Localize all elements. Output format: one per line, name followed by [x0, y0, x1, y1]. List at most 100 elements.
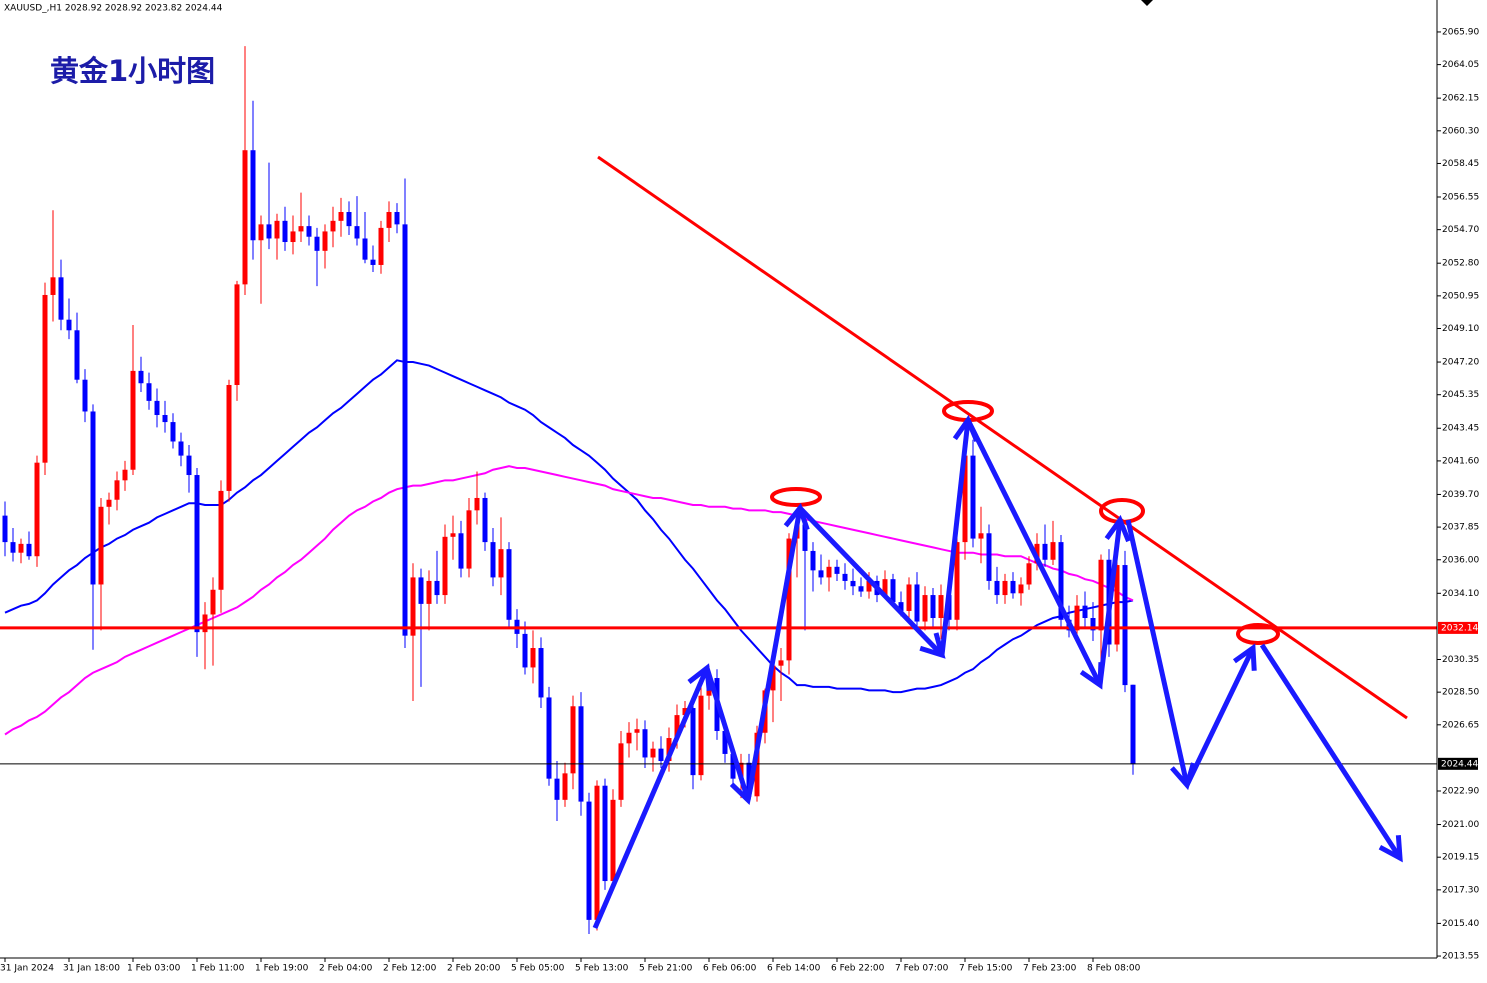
candle-body: [770, 665, 776, 691]
y-tick-label: 2037.85: [1442, 523, 1479, 533]
candle-body: [562, 773, 568, 800]
candle-body: [1050, 542, 1056, 560]
candle-body: [426, 580, 432, 604]
candle-body: [18, 543, 24, 553]
candle-body: [650, 748, 656, 758]
level-label-box: [1438, 757, 1478, 770]
x-tick-label: 5 Feb 13:00: [575, 964, 629, 974]
candle-body: [362, 238, 368, 260]
arrow: [1125, 519, 1196, 791]
y-tick-label: 2026.65: [1442, 720, 1479, 730]
y-tick-label: 2013.55: [1442, 952, 1479, 962]
x-tick-label: 2 Feb 04:00: [319, 964, 373, 974]
y-tick-label: 2015.40: [1442, 919, 1479, 929]
arrow: [1097, 514, 1131, 686]
x-tick-label: 7 Feb 23:00: [1023, 964, 1077, 974]
trend-line: [597, 155, 1408, 720]
candle-body: [346, 212, 352, 227]
candle-body: [890, 579, 896, 603]
circle-marker: [1236, 623, 1280, 645]
candle-body: [914, 584, 920, 622]
candle-body: [866, 580, 872, 592]
x-tick-label: 7 Feb 15:00: [959, 964, 1013, 974]
level-label: 2024.44: [1441, 759, 1478, 769]
candle-body: [834, 566, 840, 574]
candle-body: [698, 695, 704, 776]
candle-body: [666, 738, 672, 761]
y-tick-label: 2056.55: [1442, 193, 1479, 203]
candle-body: [570, 706, 576, 774]
candle-body: [306, 226, 312, 237]
y-tick-label: 2028.50: [1442, 688, 1479, 698]
candle-body: [1018, 584, 1024, 594]
candle-body: [1002, 580, 1008, 596]
y-tick-label: 2017.30: [1442, 885, 1479, 895]
candle-body: [378, 227, 384, 265]
candle-body: [354, 226, 360, 239]
annotation-title: 黄金1小时图: [50, 54, 215, 88]
candle-body: [450, 533, 456, 537]
y-tick-label: 2062.15: [1442, 94, 1479, 104]
candle-body: [194, 475, 200, 633]
y-tick-label: 2045.35: [1442, 390, 1479, 400]
x-tick-label: 7 Feb 07:00: [895, 964, 949, 974]
moving-average: [4, 359, 1134, 694]
candle-body: [122, 469, 128, 481]
candle-body: [106, 499, 112, 507]
candle-body: [26, 543, 32, 557]
candle-body: [970, 455, 976, 539]
y-tick-label: 2022.90: [1442, 787, 1479, 797]
y-tick-label: 2058.45: [1442, 159, 1479, 169]
candle-body: [282, 220, 288, 243]
arrow: [592, 663, 712, 929]
candle-body: [506, 549, 512, 620]
candle-body: [418, 577, 424, 604]
candle-body: [490, 542, 496, 578]
candle-body: [298, 226, 304, 232]
candle-body: [538, 648, 544, 698]
candle-body: [786, 538, 792, 661]
candle-body: [10, 542, 16, 553]
y-tick-label: 2036.00: [1442, 555, 1479, 565]
candle-body: [114, 480, 120, 500]
candle-body: [938, 595, 944, 619]
candle-body: [154, 400, 160, 416]
candle-body: [986, 533, 992, 581]
candle-body: [146, 383, 152, 401]
candle-body: [930, 595, 936, 619]
candle-body: [218, 490, 224, 590]
y-tick-label: 2041.60: [1442, 456, 1479, 466]
candle-body: [850, 580, 856, 587]
y-tick-label: 2034.10: [1442, 589, 1479, 599]
header: XAUUSD_,H1 2028.92 2028.92 2023.82 2024.…: [4, 4, 223, 14]
x-tick-label: 2 Feb 12:00: [383, 964, 437, 974]
arrow: [1259, 643, 1403, 863]
candle-body: [954, 542, 960, 620]
candle-body: [1082, 605, 1088, 619]
candle-body: [50, 277, 56, 295]
candle-body: [1026, 563, 1032, 585]
candle-body: [586, 801, 592, 920]
candle-body: [690, 708, 696, 776]
plot-area: [0, 46, 1437, 934]
x-tick-label: 5 Feb 21:00: [639, 964, 693, 974]
candle-body: [66, 319, 72, 331]
candle-body: [74, 330, 80, 380]
candle-body: [410, 577, 416, 636]
candle-body: [442, 536, 448, 596]
candle-body: [178, 441, 184, 456]
arrow: [965, 418, 1104, 690]
candle-body: [2, 515, 8, 543]
candle-body: [394, 212, 400, 225]
y-tick-label: 2039.70: [1442, 490, 1479, 500]
candle-body: [130, 370, 136, 470]
x-tick-label: 6 Feb 14:00: [767, 964, 821, 974]
candle-body: [98, 506, 104, 585]
x-tick-label: 1 Feb 03:00: [127, 964, 181, 974]
candle-body: [274, 220, 280, 239]
candle-body: [1042, 543, 1048, 560]
candle-body: [210, 589, 216, 615]
candle-body: [258, 224, 264, 241]
y-tick-label: 2030.35: [1442, 655, 1479, 665]
candle-body: [626, 732, 632, 744]
